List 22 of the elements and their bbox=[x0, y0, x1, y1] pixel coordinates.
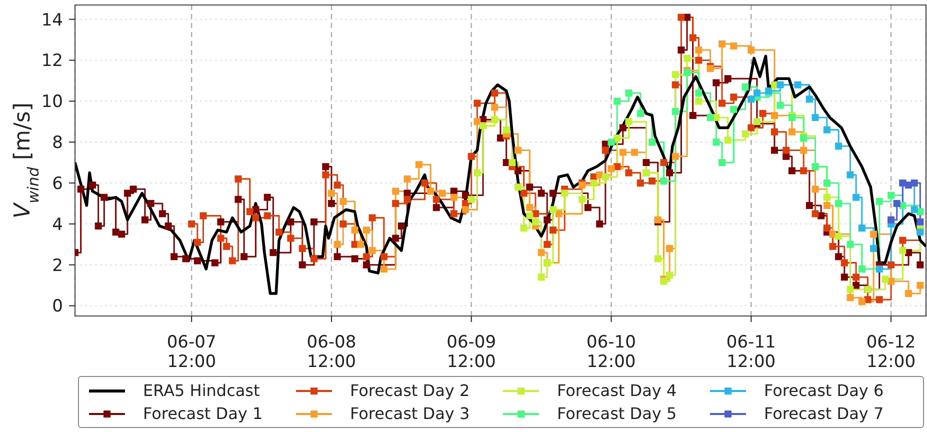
legend-label: Forecast Day 5 bbox=[557, 404, 677, 423]
legend-label: Forecast Day 6 bbox=[764, 381, 884, 400]
y-tick-label: 4 bbox=[52, 214, 63, 235]
x-tick-label: 06-11 12:00 bbox=[726, 332, 776, 372]
legend-label: ERA5 Hindcast bbox=[143, 381, 260, 400]
x-tick-label: 06-08 12:00 bbox=[306, 332, 356, 372]
legend-label: Forecast Day 2 bbox=[350, 381, 470, 400]
x-tick-label: 06-12 12:00 bbox=[866, 332, 916, 372]
y-tick-label: 6 bbox=[52, 174, 63, 194]
x-tick-label: 06-09 12:00 bbox=[446, 332, 496, 372]
y-tick-label: 12 bbox=[41, 51, 63, 72]
legend-label: Forecast Day 1 bbox=[143, 404, 263, 423]
y-tick-label: 10 bbox=[41, 92, 63, 112]
y-tick-label: 0 bbox=[52, 296, 63, 317]
y-tick-label: 2 bbox=[52, 256, 63, 276]
legend-label: Forecast Day 4 bbox=[557, 381, 677, 400]
legend-label: Forecast Day 3 bbox=[350, 404, 470, 423]
legend-label: Forecast Day 7 bbox=[764, 404, 884, 423]
y-tick-label: 14 bbox=[41, 10, 63, 30]
x-tick-label: 06-07 12:00 bbox=[166, 332, 216, 372]
x-tick-label: 06-10 12:00 bbox=[586, 332, 636, 372]
y-tick-label: 8 bbox=[52, 133, 63, 154]
